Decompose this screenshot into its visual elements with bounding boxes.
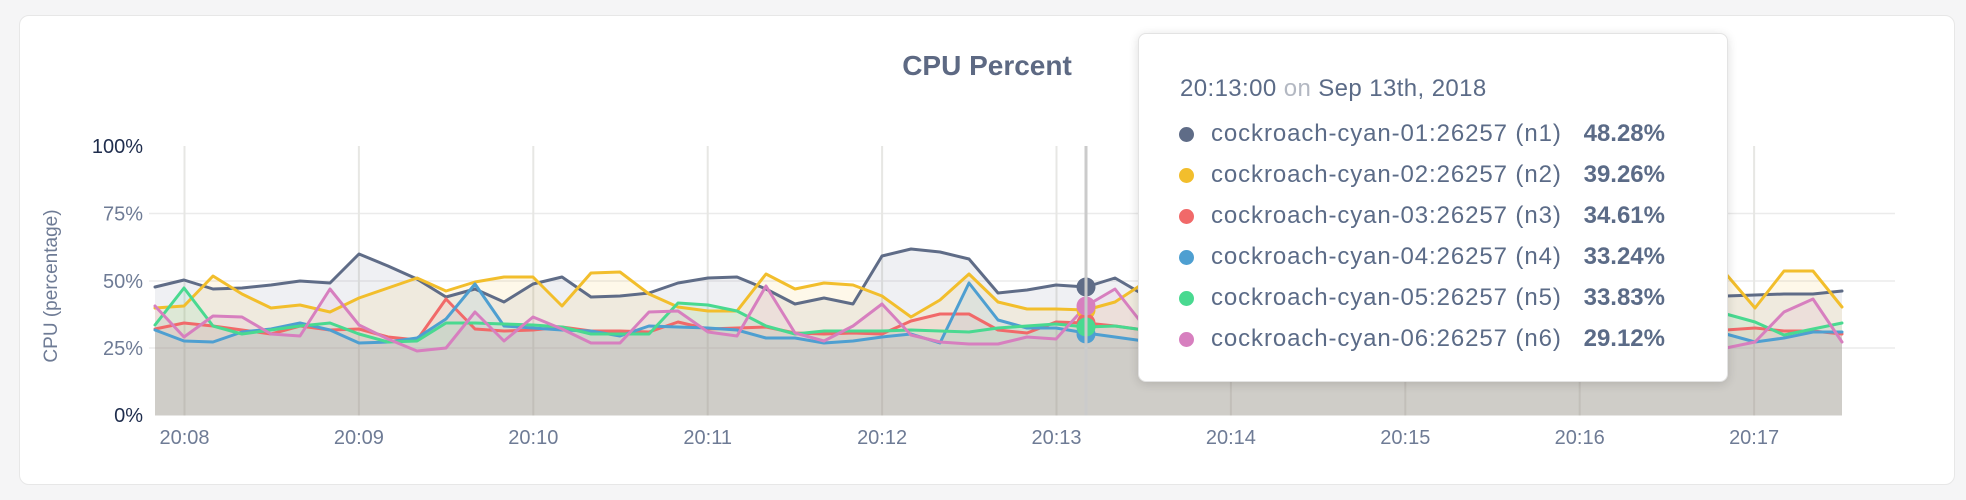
svg-text:20:10: 20:10: [508, 427, 558, 449]
svg-text:20:12: 20:12: [857, 427, 907, 449]
svg-text:50%: 50%: [103, 271, 143, 293]
svg-text:0%: 0%: [114, 405, 143, 427]
svg-text:20:13: 20:13: [1031, 427, 1081, 449]
svg-text:20:14: 20:14: [1206, 427, 1256, 449]
svg-text:20:16: 20:16: [1555, 427, 1605, 449]
svg-text:75%: 75%: [103, 204, 143, 226]
svg-text:25%: 25%: [103, 338, 143, 360]
svg-text:20:08: 20:08: [159, 427, 209, 449]
svg-text:20:09: 20:09: [334, 427, 384, 449]
svg-text:CPU (percentage): CPU (percentage): [41, 209, 62, 362]
svg-text:100%: 100%: [92, 136, 143, 158]
svg-text:20:11: 20:11: [683, 427, 732, 449]
svg-text:20:17: 20:17: [1729, 427, 1779, 449]
svg-text:20:15: 20:15: [1380, 427, 1430, 449]
